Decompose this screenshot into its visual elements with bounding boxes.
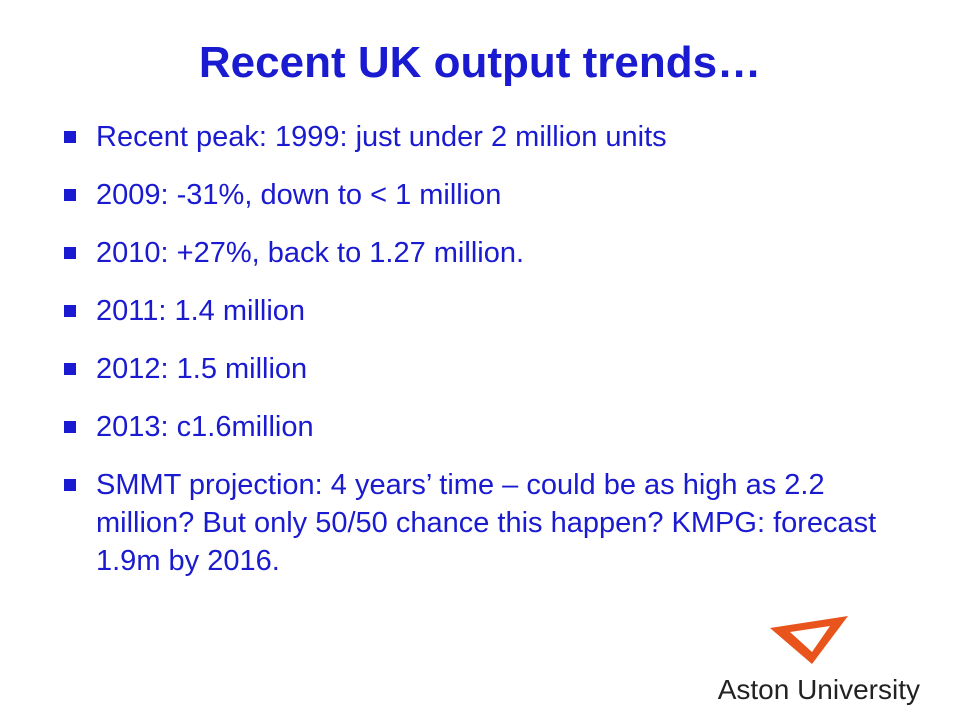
bullet: 2013: c1.6million — [60, 408, 900, 446]
slide-title: Recent UK output trends… — [198, 38, 762, 87]
bullet: 2009: -31%, down to < 1 million — [60, 176, 900, 214]
bullet: 2011: 1.4 million — [60, 292, 900, 330]
logo-cutout — [790, 626, 830, 652]
bullet: 2010: +27%, back to 1.27 million. — [60, 234, 900, 272]
bullet-list: Recent peak: 1999: just under 2 million … — [60, 118, 900, 600]
logo: Aston University — [718, 616, 920, 706]
logo-mark — [770, 616, 848, 664]
bullet: 2012: 1.5 million — [60, 350, 900, 388]
logo-text: Aston University — [717, 674, 920, 705]
bullet: SMMT projection: 4 years’ time – could b… — [60, 466, 900, 580]
bullet: Recent peak: 1999: just under 2 million … — [60, 118, 900, 156]
